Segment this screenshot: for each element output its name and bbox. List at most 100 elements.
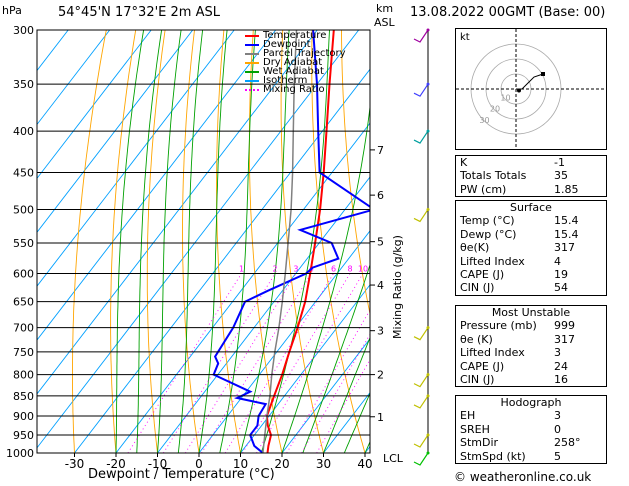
table-row: Totals Totals 35: [456, 169, 606, 182]
wind-barb-point: [426, 451, 430, 455]
legend-swatch: [245, 43, 259, 46]
pressure-tick-label: 300: [13, 24, 34, 37]
mixing-ratio-line: [242, 273, 351, 453]
row-label: Temp (°C): [460, 214, 515, 228]
isotherm-line: [37, 30, 277, 341]
height-unit-km: km: [376, 2, 394, 15]
table-row: CIN (J) 16: [456, 373, 606, 386]
row-label: CAPE (J): [460, 359, 505, 373]
wind-barb-point: [426, 207, 430, 211]
x-tick-label: -30: [65, 457, 85, 471]
wind-barb-point: [426, 326, 430, 330]
table-row: SREH 0: [456, 423, 606, 436]
row-value: 3: [554, 409, 561, 423]
pressure-tick-label: 650: [13, 296, 34, 309]
pressure-tick-label: 800: [13, 369, 34, 382]
legend-swatch: [245, 79, 259, 82]
row-value: 4: [554, 254, 561, 268]
hodograph-panel: 10 20 30 kt: [455, 28, 607, 150]
wind-barb: [413, 209, 429, 223]
x-tick-label: 30: [316, 457, 331, 471]
wet-adiabat-line: [323, 336, 370, 453]
legend-swatch: [245, 61, 259, 64]
hodograph-unit-label: kt: [460, 32, 470, 43]
row-label: CAPE (J): [460, 268, 505, 282]
legend: Temperature Dewpoint Parcel Trajectory Dry …: [245, 31, 346, 95]
pressure-tick-label: 600: [13, 268, 34, 281]
isotherm-line: [37, 30, 318, 395]
row-label: Pressure (mb): [460, 319, 537, 333]
row-label: K: [460, 156, 468, 169]
km-tick-label: 5: [377, 236, 384, 249]
hodograph-trace: [516, 73, 544, 90]
x-tick-label: -10: [148, 457, 168, 471]
table-row: CAPE (J) 24: [456, 360, 606, 373]
mixing-ratio-line: [185, 273, 297, 453]
row-value: 999: [554, 319, 575, 333]
row-value: 258°: [554, 436, 581, 450]
wet-adiabat-line: [343, 392, 370, 453]
legend-label: Dry Adiabat: [263, 57, 323, 68]
height-unit-asl: ASL: [374, 16, 395, 29]
hodograph-ring-label: 10: [500, 93, 510, 102]
hodograph-storm-marker: [517, 88, 521, 93]
row-label: Lifted Index: [460, 346, 525, 360]
wind-barb: [413, 434, 429, 448]
row-value: 16: [554, 373, 568, 387]
legend-label: Isotherm: [263, 75, 308, 86]
lcl-label: LCL: [383, 452, 403, 465]
row-value: 54: [554, 281, 568, 295]
wind-barb: [413, 395, 429, 409]
pressure-tick-label: 700: [13, 322, 34, 335]
pressure-unit-label: hPa: [2, 4, 22, 17]
wet-adiabat-line: [198, 30, 228, 453]
isotherm-line: [37, 30, 360, 449]
row-value: 15.4: [554, 227, 579, 241]
isotherm-line: [37, 30, 152, 180]
mixing-ratio-axis-title: Mixing Ratio (g/kg): [391, 235, 404, 339]
km-tick-label: 7: [377, 144, 384, 157]
hodograph-ring-label: 20: [490, 105, 500, 114]
legend-label: Mixing Ratio: [263, 84, 325, 95]
pressure-tick-label: 900: [13, 410, 34, 423]
row-value: 19: [554, 268, 568, 282]
isotherm-line: [198, 230, 370, 453]
datetime-title: 13.08.2022 00GMT (Base: 00): [410, 5, 606, 20]
row-value: 317: [554, 332, 575, 346]
wind-barb-point: [426, 28, 430, 32]
table-row: Pressure (mb) 999: [456, 319, 606, 332]
wet-adiabat-line: [136, 30, 163, 453]
table-row: K -1: [456, 156, 606, 169]
isotherm-line: [37, 30, 69, 72]
wind-barb-point: [426, 433, 430, 437]
dry-adiabat-line: [146, 30, 166, 453]
location-title: 54°45'N 17°32'E 2m ASL: [58, 5, 220, 20]
hodograph-table-title: Hodograph: [500, 396, 562, 409]
row-value: 15.4: [554, 214, 579, 228]
row-value: -1: [554, 156, 565, 169]
row-label: CIN (J): [460, 281, 495, 295]
copyright-footer[interactable]: © weatheronline.co.uk: [454, 470, 592, 484]
table-row: Temp (°C) 15.4: [456, 214, 606, 227]
surface-table: Surface Temp (°C) 15.4 Dewp (°C) 15.4 θe(K) 3…: [455, 200, 607, 296]
legend-item: Dry Adiabat: [245, 57, 346, 68]
x-tick-label: 40: [357, 457, 372, 471]
row-value: 0: [554, 422, 561, 436]
row-value: 5: [554, 449, 561, 463]
mixing-ratio-label: 6: [331, 265, 336, 274]
legend-item: Temperature: [245, 31, 346, 41]
mixing-ratio-line: [201, 273, 312, 453]
table-row: PW (cm) 1.85: [456, 183, 606, 196]
wind-barb-point: [426, 82, 430, 86]
wind-barb-point: [426, 394, 430, 398]
pressure-tick-label: 350: [13, 78, 34, 91]
legend-swatch: [245, 88, 259, 91]
row-value: 3: [554, 346, 561, 360]
isotherm-line: [37, 30, 235, 287]
wind-barb: [413, 327, 429, 341]
hodograph-ring-label: 30: [479, 116, 489, 125]
row-label: Totals Totals: [460, 169, 527, 183]
pressure-tick-label: 450: [13, 166, 34, 179]
wind-barb: [413, 130, 429, 144]
